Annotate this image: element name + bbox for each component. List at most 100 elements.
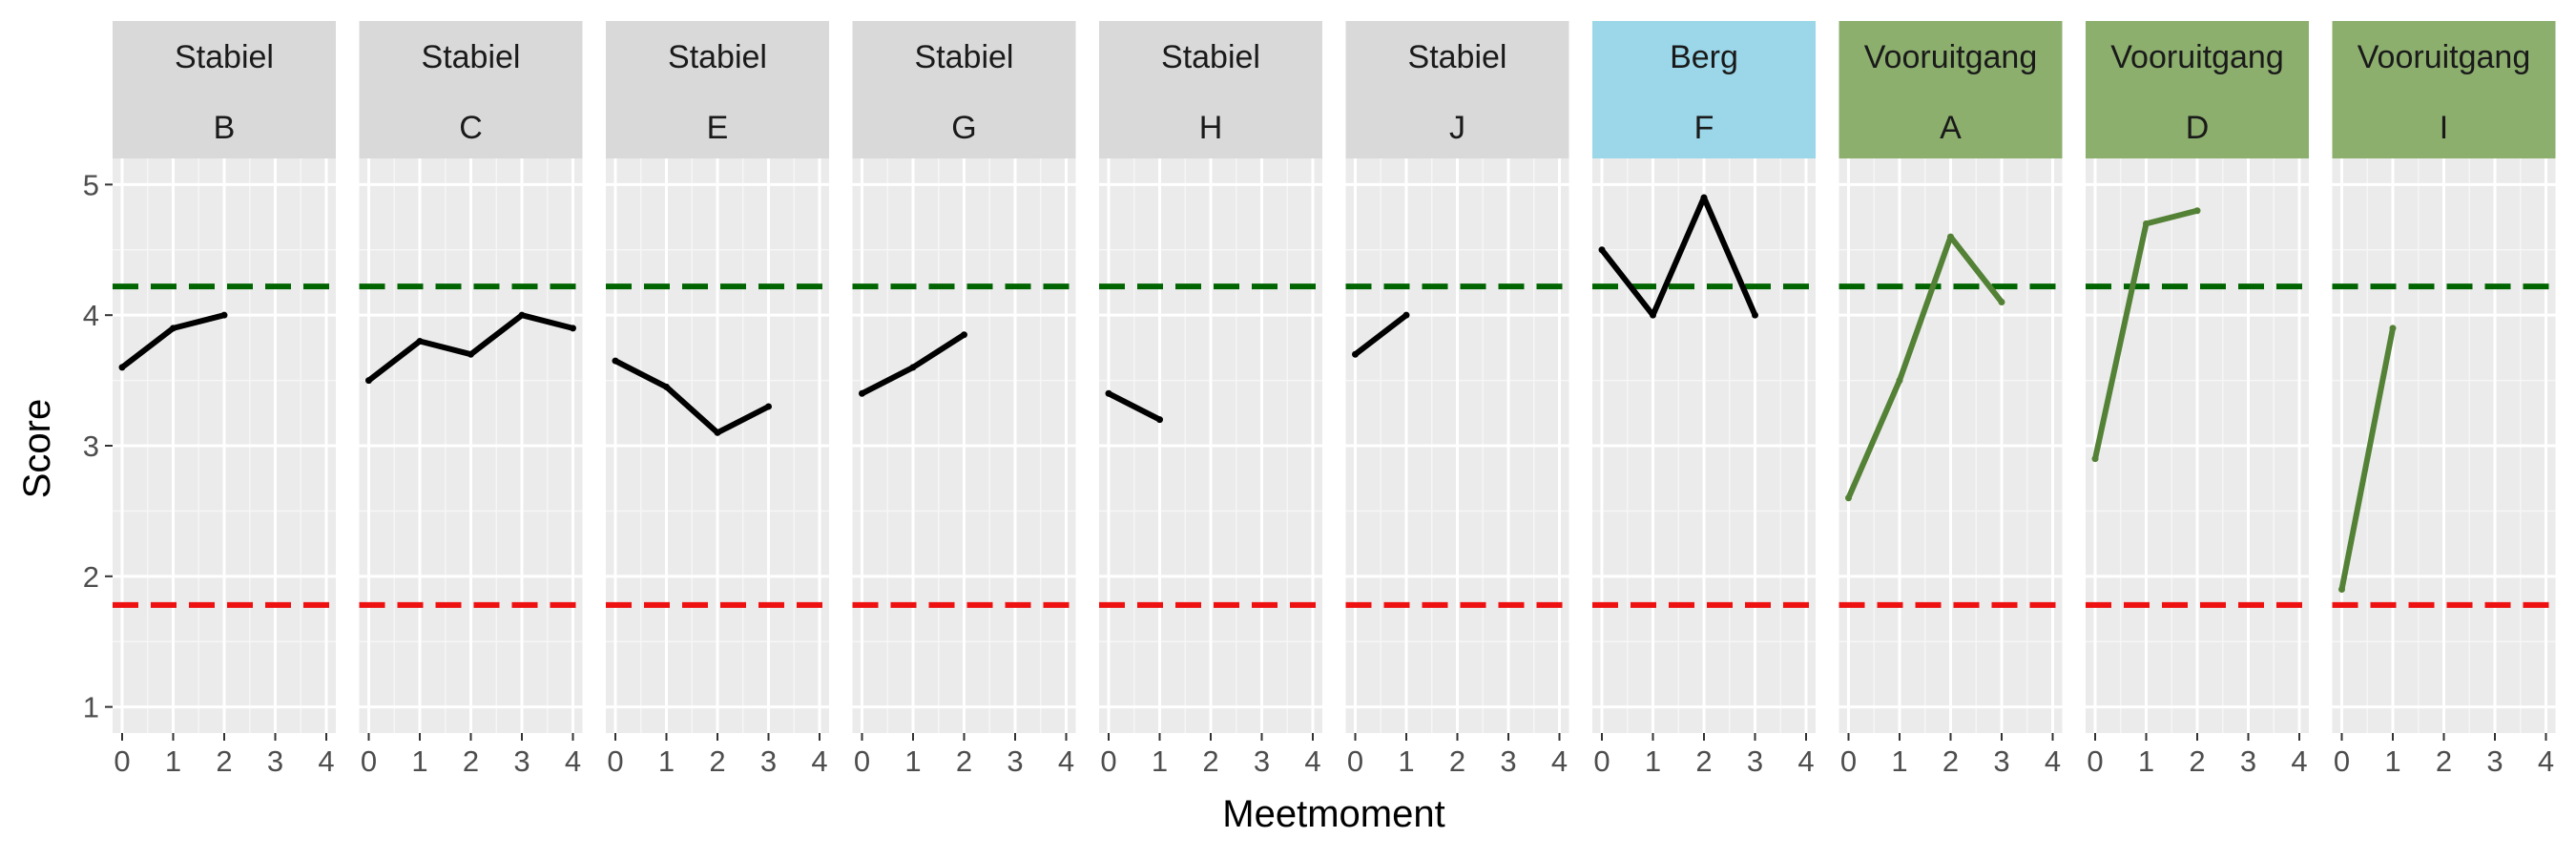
- data-point: [1700, 194, 1708, 201]
- x-tick-label: 2: [1942, 744, 1959, 778]
- facet-panel-F: Berg F 0 1 2 3 4: [1592, 21, 1816, 778]
- data-point: [1998, 299, 2005, 305]
- facet-panel-A: Vooruitgang A 0 1 2 3 4: [1839, 21, 2063, 778]
- data-point: [1598, 246, 1606, 254]
- data-point: [1105, 389, 1112, 397]
- data-point: [518, 311, 526, 319]
- axes-layer: 1 2 3 4 5: [83, 168, 113, 724]
- facet-panel-H: Stabiel H 0 1 2 3 4: [1099, 21, 1322, 778]
- x-tick-label: 3: [2486, 744, 2503, 778]
- x-tick-label: 1: [1645, 744, 1661, 778]
- x-tick-label: 3: [1254, 744, 1270, 778]
- facet-strip: [1839, 21, 2063, 158]
- x-tick-label: 2: [1449, 744, 1465, 778]
- x-tick-label: 4: [1797, 744, 1814, 778]
- data-point: [1947, 233, 1954, 241]
- data-point: [909, 364, 917, 371]
- data-point: [2143, 220, 2150, 227]
- y-tick-label: 5: [83, 168, 99, 201]
- x-tick-label: 1: [1152, 744, 1168, 778]
- data-point: [570, 325, 576, 332]
- series-line-F: [1599, 195, 1758, 319]
- x-tick-label: 4: [2045, 744, 2061, 778]
- data-point: [118, 364, 126, 371]
- x-tick-label: 2: [1695, 744, 1712, 778]
- x-tick-label: 3: [1007, 744, 1023, 778]
- x-tick-label: 3: [1500, 744, 1516, 778]
- facet-strip: [1345, 21, 1569, 158]
- data-point: [1650, 311, 1656, 319]
- facet-strip-id-label: A: [1940, 110, 1962, 146]
- facet-panel-I: Vooruitgang I 0 1 2 3 4: [2332, 21, 2556, 778]
- x-tick-label: 3: [267, 744, 283, 778]
- facet-panel-E: Stabiel E 0 1 2 3 4: [606, 21, 829, 778]
- x-tick-label: 2: [709, 744, 725, 778]
- x-tick-label: 1: [1891, 744, 1907, 778]
- facet-strip: [606, 21, 829, 158]
- x-tick-label: 4: [2538, 744, 2554, 778]
- data-point: [365, 377, 372, 385]
- facet-strip-id-label: D: [2186, 110, 2210, 146]
- facet-strip: [852, 21, 1076, 158]
- data-point: [961, 331, 967, 339]
- x-tick-label: 4: [2291, 744, 2307, 778]
- y-tick-label: 2: [83, 560, 99, 594]
- series-line-H: [1106, 390, 1163, 423]
- facet-panel-C: Stabiel C 0 1 2 3 4: [359, 21, 583, 778]
- facet-strip-id-label: E: [707, 110, 729, 146]
- x-tick-label: 0: [361, 744, 377, 778]
- facet-strip-id-label: H: [1199, 110, 1223, 146]
- x-tick-label: 0: [854, 744, 870, 778]
- facet-strip-id-label: J: [1449, 110, 1465, 146]
- facet-strip: [359, 21, 583, 158]
- data-point: [1752, 311, 1758, 319]
- y-tick-label: 1: [83, 691, 99, 724]
- x-tick-label: 3: [2240, 744, 2256, 778]
- x-axis-title: Meetmoment: [1222, 793, 1444, 835]
- x-tick-label: 2: [2436, 744, 2452, 778]
- y-axis-title: Score: [16, 399, 58, 499]
- series-line-A: [1845, 234, 2005, 501]
- x-tick-label: 0: [607, 744, 623, 778]
- x-tick-label: 4: [565, 744, 581, 778]
- x-tick-label: 3: [1993, 744, 2009, 778]
- x-tick-label: 3: [1747, 744, 1763, 778]
- data-point: [612, 357, 619, 365]
- x-tick-label: 1: [165, 744, 181, 778]
- x-tick-label: 1: [904, 744, 921, 778]
- data-point: [1352, 350, 1359, 358]
- facet-strip: [1099, 21, 1322, 158]
- x-tick-label: 1: [1398, 744, 1414, 778]
- x-tick-label: 0: [1100, 744, 1116, 778]
- data-point: [1402, 311, 1410, 319]
- facet-panel-B: Stabiel B 0 1 2 3 4: [113, 21, 336, 778]
- x-tick-label: 2: [956, 744, 972, 778]
- facet-strip-group-label: Berg: [1670, 39, 1738, 75]
- data-point: [714, 429, 721, 436]
- x-tick-label: 2: [1202, 744, 1218, 778]
- x-tick-label: 0: [114, 744, 130, 778]
- facet-strip-id-label: I: [2440, 110, 2448, 146]
- facet-strip-id-label: B: [214, 110, 236, 146]
- x-tick-label: 2: [2189, 744, 2205, 778]
- data-point: [663, 383, 670, 390]
- data-point: [1896, 377, 1903, 385]
- y-tick-label: 4: [83, 299, 99, 332]
- facet-strip-group-label: Stabiel: [422, 39, 521, 75]
- data-point: [170, 325, 177, 332]
- facet-panel-G: Stabiel G 0 1 2 3 4: [852, 21, 1076, 778]
- data-point: [220, 311, 228, 319]
- data-point: [765, 403, 772, 410]
- facet-panel-D: Vooruitgang D 0 1 2 3 4: [2086, 21, 2309, 778]
- facet-strip-group-label: Vooruitgang: [2358, 39, 2531, 75]
- data-point: [1845, 494, 1852, 502]
- data-point: [467, 350, 474, 358]
- data-point: [2193, 207, 2201, 215]
- data-point: [2338, 586, 2345, 593]
- series-line-E: [613, 358, 772, 436]
- x-tick-label: 1: [658, 744, 675, 778]
- x-tick-label: 3: [760, 744, 777, 778]
- x-tick-label: 4: [1058, 744, 1074, 778]
- x-tick-label: 2: [216, 744, 232, 778]
